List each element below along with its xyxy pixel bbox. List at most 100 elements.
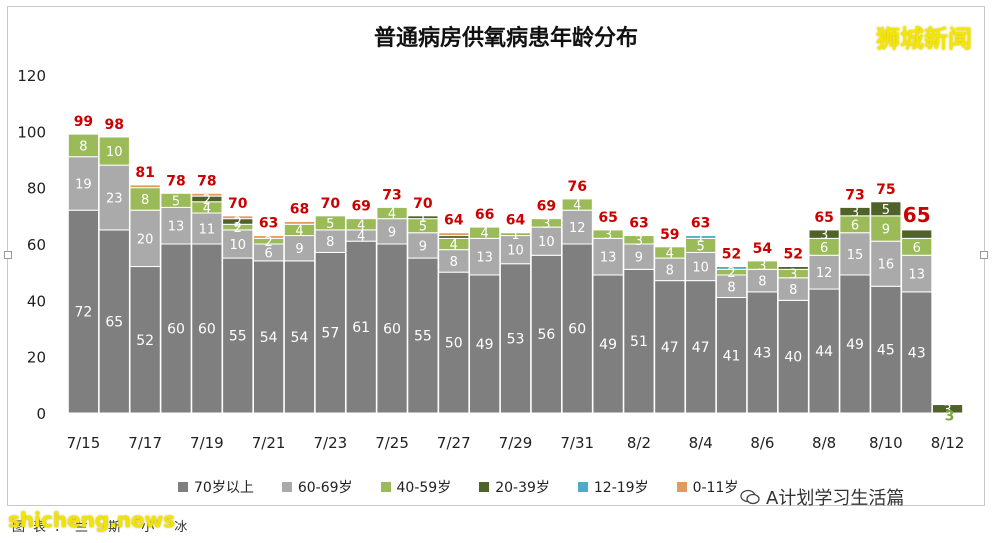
legend-item: 20-39岁	[479, 477, 550, 497]
segment-label: 10	[538, 235, 555, 250]
bar-segment	[314, 215, 346, 231]
segment-label: 56	[537, 327, 555, 343]
segment-label: 10	[229, 238, 246, 253]
total-label: 69	[351, 199, 370, 215]
x-tick-label: 8/10	[869, 434, 903, 452]
y-tick-label: 120	[17, 67, 46, 85]
segment-label: 6	[913, 241, 921, 256]
segment-label: 8	[79, 139, 87, 154]
bar-segment	[67, 156, 100, 211]
bar-segment	[407, 257, 439, 414]
bar-segment	[376, 243, 408, 414]
bar-segment	[901, 291, 933, 414]
segment-label: 5	[419, 220, 427, 235]
resize-handle[interactable]	[980, 251, 988, 259]
segment-label: 1	[511, 228, 519, 243]
bar-segment	[438, 232, 470, 237]
segment-label: 8	[141, 193, 149, 208]
segment-label: 2	[264, 235, 272, 250]
legend-swatch	[479, 482, 490, 492]
total-label: 69	[537, 199, 556, 215]
bar-segment	[129, 266, 161, 414]
bar-segment	[561, 243, 593, 414]
chart-frame: 普通病房供氧病患年龄分布 0 20 40 60 80 100 120 7/15 7/17 7/1…	[4, 6, 988, 506]
x-tick-label: 8/2	[627, 434, 651, 452]
segment-label: 4	[295, 224, 303, 239]
bar-segment	[530, 218, 562, 228]
segment-label: 9	[882, 223, 890, 238]
x-tick-label: 7/27	[437, 434, 471, 452]
total-label: 68	[290, 201, 309, 217]
segment-label: 2	[203, 193, 211, 208]
legend-label: 70岁以上	[194, 480, 254, 496]
total-label: 64	[444, 213, 464, 229]
x-tick-label: 7/19	[190, 434, 224, 452]
x-tick-label: 7/17	[128, 434, 162, 452]
segment-label: 60	[167, 322, 185, 338]
segment-label: 16	[878, 258, 895, 273]
total-label: 52	[784, 247, 803, 263]
segment-label: 4	[388, 207, 396, 222]
y-tick-label: 60	[27, 236, 46, 254]
segment-label: 40	[784, 350, 802, 366]
total-label: 78	[197, 173, 216, 189]
total-label: 98	[105, 117, 124, 133]
bar-segment	[530, 226, 562, 256]
segment-label: 23	[106, 192, 123, 207]
segment-label: 53	[507, 331, 525, 347]
x-tick-label: 7/15	[67, 434, 101, 452]
segment-label: 20	[137, 232, 154, 247]
bar-segment	[715, 266, 748, 270]
total-label: 64	[506, 213, 526, 229]
bar-segment	[777, 266, 809, 270]
legend-label: 20-39岁	[495, 480, 550, 496]
x-tick-label: 7/29	[499, 434, 533, 452]
bar-segment	[592, 237, 624, 276]
segment-label: 12	[816, 266, 833, 281]
segment-label: 47	[692, 340, 710, 356]
segment-label: 1	[697, 231, 705, 246]
total-label: 78	[166, 173, 185, 189]
total-label: 59	[660, 227, 679, 243]
bar-segment	[283, 235, 316, 262]
total-label: 73	[382, 187, 401, 203]
y-tick-label: 100	[17, 123, 46, 141]
bar-segment	[160, 192, 192, 208]
bar-segment	[654, 246, 686, 259]
segment-label: 8	[666, 263, 674, 278]
y-tick-label: 20	[27, 349, 46, 367]
legend-item: 60-69岁	[281, 477, 353, 497]
legend-swatch	[577, 482, 588, 492]
segment-label: 4	[357, 230, 365, 245]
bar-segment	[499, 235, 532, 265]
bar-segment	[129, 209, 161, 268]
segment-label: 5	[326, 217, 334, 232]
total-label: 54	[753, 241, 773, 257]
bar-segment	[129, 184, 161, 189]
total-label: 70	[228, 196, 248, 212]
segment-label: 2	[234, 221, 242, 236]
bar-segment	[839, 232, 871, 276]
bar-segment	[870, 285, 902, 414]
legend-swatch	[380, 482, 391, 492]
segment-label: 6	[820, 241, 828, 256]
segment-label: 72	[75, 305, 93, 321]
wechat-credit: A计划学习生活篇	[740, 484, 904, 510]
segment-label: 9	[419, 239, 427, 254]
legend-item: 70岁以上	[178, 477, 254, 497]
segment-label: 9	[635, 251, 643, 266]
bar-segment	[499, 232, 532, 237]
total-label: 65	[598, 210, 617, 226]
bar-segment	[839, 206, 871, 217]
segment-label: 13	[168, 220, 185, 235]
resize-handle[interactable]	[4, 251, 12, 259]
total-label: 66	[475, 207, 494, 223]
total-label: 52	[722, 247, 741, 263]
bar-segment	[623, 235, 655, 245]
bar-segment	[191, 212, 223, 245]
bar-segment	[98, 136, 130, 166]
segment-label: 49	[476, 337, 494, 353]
total-label: 65	[903, 203, 931, 227]
segment-label: 5	[697, 239, 705, 254]
bar-segment	[561, 198, 593, 211]
